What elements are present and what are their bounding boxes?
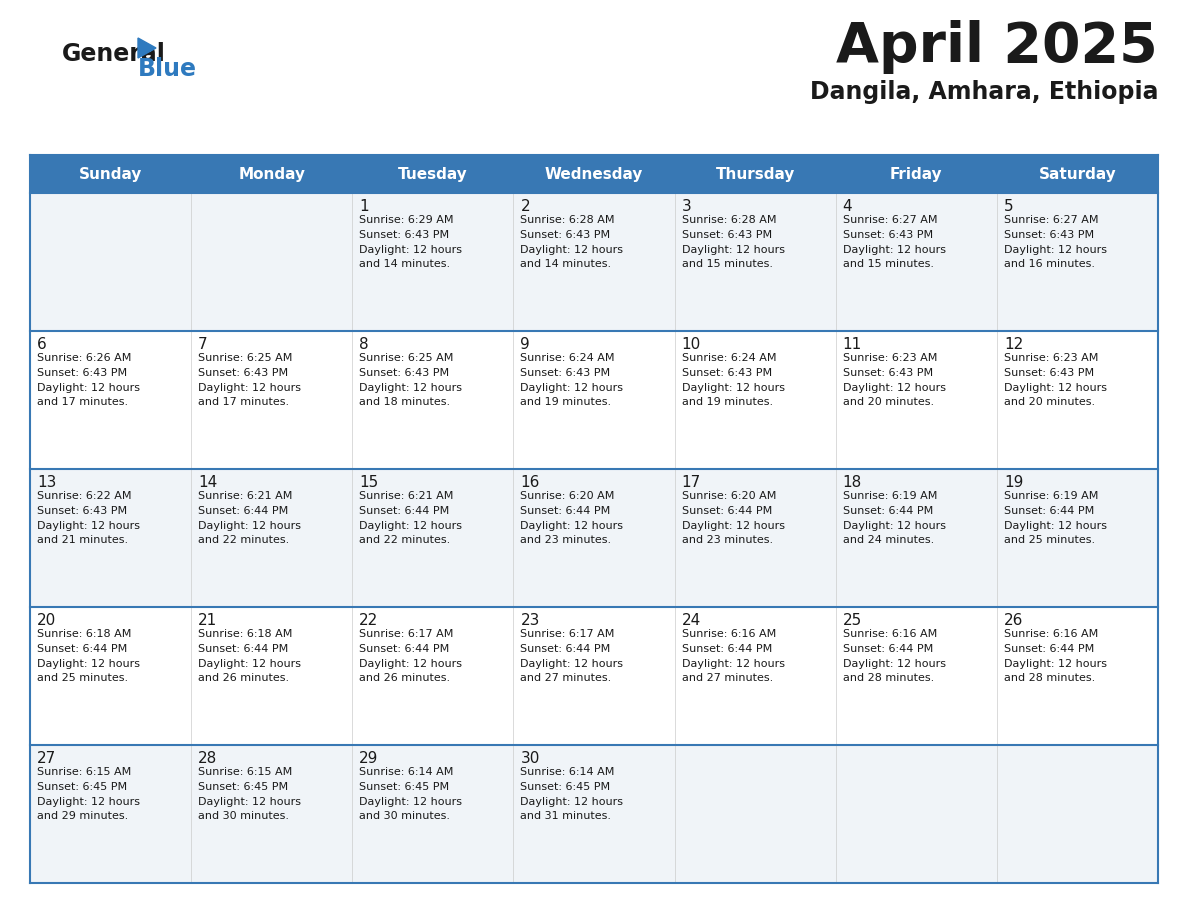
Text: Sunrise: 6:14 AM
Sunset: 6:45 PM
Daylight: 12 hours
and 30 minutes.: Sunrise: 6:14 AM Sunset: 6:45 PM Dayligh… [359,767,462,822]
Text: Wednesday: Wednesday [545,166,643,182]
Text: 26: 26 [1004,613,1023,628]
Text: 14: 14 [198,475,217,490]
Text: 21: 21 [198,613,217,628]
Text: Sunrise: 6:21 AM
Sunset: 6:44 PM
Daylight: 12 hours
and 22 minutes.: Sunrise: 6:21 AM Sunset: 6:44 PM Dayligh… [359,491,462,545]
Text: Sunrise: 6:15 AM
Sunset: 6:45 PM
Daylight: 12 hours
and 29 minutes.: Sunrise: 6:15 AM Sunset: 6:45 PM Dayligh… [37,767,140,822]
Text: 15: 15 [359,475,379,490]
Text: Sunrise: 6:16 AM
Sunset: 6:44 PM
Daylight: 12 hours
and 28 minutes.: Sunrise: 6:16 AM Sunset: 6:44 PM Dayligh… [842,629,946,683]
Text: 2: 2 [520,199,530,214]
Text: 23: 23 [520,613,539,628]
Text: Blue: Blue [138,57,197,81]
Text: Sunrise: 6:23 AM
Sunset: 6:43 PM
Daylight: 12 hours
and 20 minutes.: Sunrise: 6:23 AM Sunset: 6:43 PM Dayligh… [1004,353,1107,408]
Text: 18: 18 [842,475,862,490]
Text: 3: 3 [682,199,691,214]
Text: Sunrise: 6:28 AM
Sunset: 6:43 PM
Daylight: 12 hours
and 15 minutes.: Sunrise: 6:28 AM Sunset: 6:43 PM Dayligh… [682,215,784,269]
Text: 11: 11 [842,337,862,352]
Text: 28: 28 [198,751,217,766]
Text: Sunrise: 6:16 AM
Sunset: 6:44 PM
Daylight: 12 hours
and 28 minutes.: Sunrise: 6:16 AM Sunset: 6:44 PM Dayligh… [1004,629,1107,683]
Text: 20: 20 [37,613,56,628]
Text: General: General [62,42,166,66]
Text: Thursday: Thursday [715,166,795,182]
Bar [30,607,1158,745]
Text: 10: 10 [682,337,701,352]
Bar [30,745,1158,883]
Text: 22: 22 [359,613,379,628]
Text: 27: 27 [37,751,56,766]
Text: 9: 9 [520,337,530,352]
Text: 6: 6 [37,337,46,352]
Text: Sunrise: 6:26 AM
Sunset: 6:43 PM
Daylight: 12 hours
and 17 minutes.: Sunrise: 6:26 AM Sunset: 6:43 PM Dayligh… [37,353,140,408]
Bar [30,469,1158,607]
Text: 12: 12 [1004,337,1023,352]
Bar [30,155,1158,193]
Text: 24: 24 [682,613,701,628]
Bar [30,331,1158,469]
Text: Sunrise: 6:24 AM
Sunset: 6:43 PM
Daylight: 12 hours
and 19 minutes.: Sunrise: 6:24 AM Sunset: 6:43 PM Dayligh… [520,353,624,408]
Text: Sunrise: 6:19 AM
Sunset: 6:44 PM
Daylight: 12 hours
and 25 minutes.: Sunrise: 6:19 AM Sunset: 6:44 PM Dayligh… [1004,491,1107,545]
Text: 25: 25 [842,613,862,628]
Text: April 2025: April 2025 [836,20,1158,74]
Text: Sunrise: 6:24 AM
Sunset: 6:43 PM
Daylight: 12 hours
and 19 minutes.: Sunrise: 6:24 AM Sunset: 6:43 PM Dayligh… [682,353,784,408]
Text: Sunrise: 6:18 AM
Sunset: 6:44 PM
Daylight: 12 hours
and 25 minutes.: Sunrise: 6:18 AM Sunset: 6:44 PM Dayligh… [37,629,140,683]
Bar [30,193,1158,331]
Text: Sunrise: 6:20 AM
Sunset: 6:44 PM
Daylight: 12 hours
and 23 minutes.: Sunrise: 6:20 AM Sunset: 6:44 PM Dayligh… [682,491,784,545]
Text: Sunrise: 6:22 AM
Sunset: 6:43 PM
Daylight: 12 hours
and 21 minutes.: Sunrise: 6:22 AM Sunset: 6:43 PM Dayligh… [37,491,140,545]
Text: 4: 4 [842,199,852,214]
Text: Sunrise: 6:15 AM
Sunset: 6:45 PM
Daylight: 12 hours
and 30 minutes.: Sunrise: 6:15 AM Sunset: 6:45 PM Dayligh… [198,767,301,822]
Text: Sunrise: 6:17 AM
Sunset: 6:44 PM
Daylight: 12 hours
and 27 minutes.: Sunrise: 6:17 AM Sunset: 6:44 PM Dayligh… [520,629,624,683]
Polygon shape [138,38,156,58]
Text: Sunrise: 6:16 AM
Sunset: 6:44 PM
Daylight: 12 hours
and 27 minutes.: Sunrise: 6:16 AM Sunset: 6:44 PM Dayligh… [682,629,784,683]
Text: Sunrise: 6:23 AM
Sunset: 6:43 PM
Daylight: 12 hours
and 20 minutes.: Sunrise: 6:23 AM Sunset: 6:43 PM Dayligh… [842,353,946,408]
Text: Sunrise: 6:25 AM
Sunset: 6:43 PM
Daylight: 12 hours
and 18 minutes.: Sunrise: 6:25 AM Sunset: 6:43 PM Dayligh… [359,353,462,408]
Text: Sunrise: 6:29 AM
Sunset: 6:43 PM
Daylight: 12 hours
and 14 minutes.: Sunrise: 6:29 AM Sunset: 6:43 PM Dayligh… [359,215,462,269]
Text: Dangila, Amhara, Ethiopia: Dangila, Amhara, Ethiopia [809,80,1158,104]
Text: 13: 13 [37,475,56,490]
Text: 19: 19 [1004,475,1023,490]
Text: 1: 1 [359,199,369,214]
Text: 7: 7 [198,337,208,352]
Text: 30: 30 [520,751,539,766]
Text: Sunrise: 6:17 AM
Sunset: 6:44 PM
Daylight: 12 hours
and 26 minutes.: Sunrise: 6:17 AM Sunset: 6:44 PM Dayligh… [359,629,462,683]
Text: Sunrise: 6:27 AM
Sunset: 6:43 PM
Daylight: 12 hours
and 15 minutes.: Sunrise: 6:27 AM Sunset: 6:43 PM Dayligh… [842,215,946,269]
Text: 5: 5 [1004,199,1013,214]
Text: Sunrise: 6:18 AM
Sunset: 6:44 PM
Daylight: 12 hours
and 26 minutes.: Sunrise: 6:18 AM Sunset: 6:44 PM Dayligh… [198,629,301,683]
Text: Sunrise: 6:25 AM
Sunset: 6:43 PM
Daylight: 12 hours
and 17 minutes.: Sunrise: 6:25 AM Sunset: 6:43 PM Dayligh… [198,353,301,408]
Text: 17: 17 [682,475,701,490]
Text: Friday: Friday [890,166,942,182]
Text: Tuesday: Tuesday [398,166,468,182]
Text: Sunrise: 6:20 AM
Sunset: 6:44 PM
Daylight: 12 hours
and 23 minutes.: Sunrise: 6:20 AM Sunset: 6:44 PM Dayligh… [520,491,624,545]
Text: Sunrise: 6:14 AM
Sunset: 6:45 PM
Daylight: 12 hours
and 31 minutes.: Sunrise: 6:14 AM Sunset: 6:45 PM Dayligh… [520,767,624,822]
Text: Sunrise: 6:28 AM
Sunset: 6:43 PM
Daylight: 12 hours
and 14 minutes.: Sunrise: 6:28 AM Sunset: 6:43 PM Dayligh… [520,215,624,269]
Text: Sunrise: 6:19 AM
Sunset: 6:44 PM
Daylight: 12 hours
and 24 minutes.: Sunrise: 6:19 AM Sunset: 6:44 PM Dayligh… [842,491,946,545]
Text: 16: 16 [520,475,539,490]
Text: Saturday: Saturday [1038,166,1117,182]
Text: Sunrise: 6:27 AM
Sunset: 6:43 PM
Daylight: 12 hours
and 16 minutes.: Sunrise: 6:27 AM Sunset: 6:43 PM Dayligh… [1004,215,1107,269]
Text: Monday: Monday [239,166,305,182]
Text: Sunrise: 6:21 AM
Sunset: 6:44 PM
Daylight: 12 hours
and 22 minutes.: Sunrise: 6:21 AM Sunset: 6:44 PM Dayligh… [198,491,301,545]
Text: 29: 29 [359,751,379,766]
Text: 8: 8 [359,337,369,352]
Text: Sunday: Sunday [78,166,143,182]
